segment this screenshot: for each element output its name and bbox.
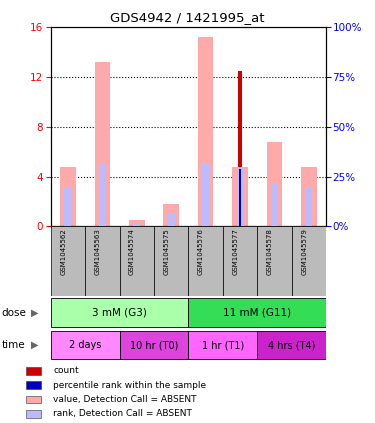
Text: 3 mM (G3): 3 mM (G3) <box>92 308 147 318</box>
Bar <box>60 167 76 226</box>
Bar <box>85 226 120 296</box>
Text: GSM1045579: GSM1045579 <box>301 228 307 275</box>
Bar <box>26 367 41 375</box>
Text: percentile rank within the sample: percentile rank within the sample <box>53 381 206 390</box>
Bar <box>129 220 144 226</box>
Bar <box>26 410 41 418</box>
Bar <box>51 226 85 296</box>
Text: GSM1045574: GSM1045574 <box>129 228 135 275</box>
Bar <box>257 331 326 360</box>
Text: dose: dose <box>2 308 27 318</box>
Bar <box>26 396 41 404</box>
Text: 10 hr (T0): 10 hr (T0) <box>130 340 178 350</box>
Bar <box>168 213 175 226</box>
Bar <box>198 38 213 226</box>
Bar <box>164 204 179 226</box>
Text: ▶: ▶ <box>31 340 38 350</box>
Bar <box>238 71 242 226</box>
Bar <box>223 226 257 296</box>
Text: 11 mM (G11): 11 mM (G11) <box>223 308 291 318</box>
Bar <box>94 62 110 226</box>
Bar <box>232 167 248 226</box>
Bar <box>188 226 223 296</box>
Text: time: time <box>2 340 26 350</box>
Text: 1 hr (T1): 1 hr (T1) <box>202 340 244 350</box>
Text: 4 hrs (T4): 4 hrs (T4) <box>268 340 315 350</box>
Bar <box>239 169 242 226</box>
Bar <box>120 331 188 360</box>
Bar <box>257 226 292 296</box>
Bar <box>64 187 71 226</box>
Text: value, Detection Call = ABSENT: value, Detection Call = ABSENT <box>53 395 197 404</box>
Bar <box>120 226 154 296</box>
Bar <box>188 331 257 360</box>
Bar <box>134 225 140 226</box>
Bar <box>306 187 312 226</box>
Text: 2 days: 2 days <box>69 340 101 350</box>
Bar <box>51 331 120 360</box>
Bar <box>271 184 278 226</box>
Text: GSM1045575: GSM1045575 <box>164 228 170 275</box>
Text: GSM1045578: GSM1045578 <box>267 228 273 275</box>
Bar <box>237 167 244 226</box>
Text: count: count <box>53 366 79 376</box>
Bar <box>51 298 188 327</box>
Text: GSM1045562: GSM1045562 <box>60 228 66 275</box>
Bar <box>154 226 188 296</box>
Bar <box>26 381 41 389</box>
Text: GSM1045563: GSM1045563 <box>94 228 100 275</box>
Text: GSM1045577: GSM1045577 <box>232 228 238 275</box>
Bar <box>188 298 326 327</box>
Text: ▶: ▶ <box>31 308 38 318</box>
Text: GSM1045576: GSM1045576 <box>198 228 204 275</box>
Bar <box>99 164 106 226</box>
Bar <box>301 167 317 226</box>
Text: rank, Detection Call = ABSENT: rank, Detection Call = ABSENT <box>53 409 192 418</box>
Bar <box>202 164 209 226</box>
Bar <box>292 226 326 296</box>
Bar <box>267 142 282 226</box>
Text: GDS4942 / 1421995_at: GDS4942 / 1421995_at <box>110 11 265 24</box>
